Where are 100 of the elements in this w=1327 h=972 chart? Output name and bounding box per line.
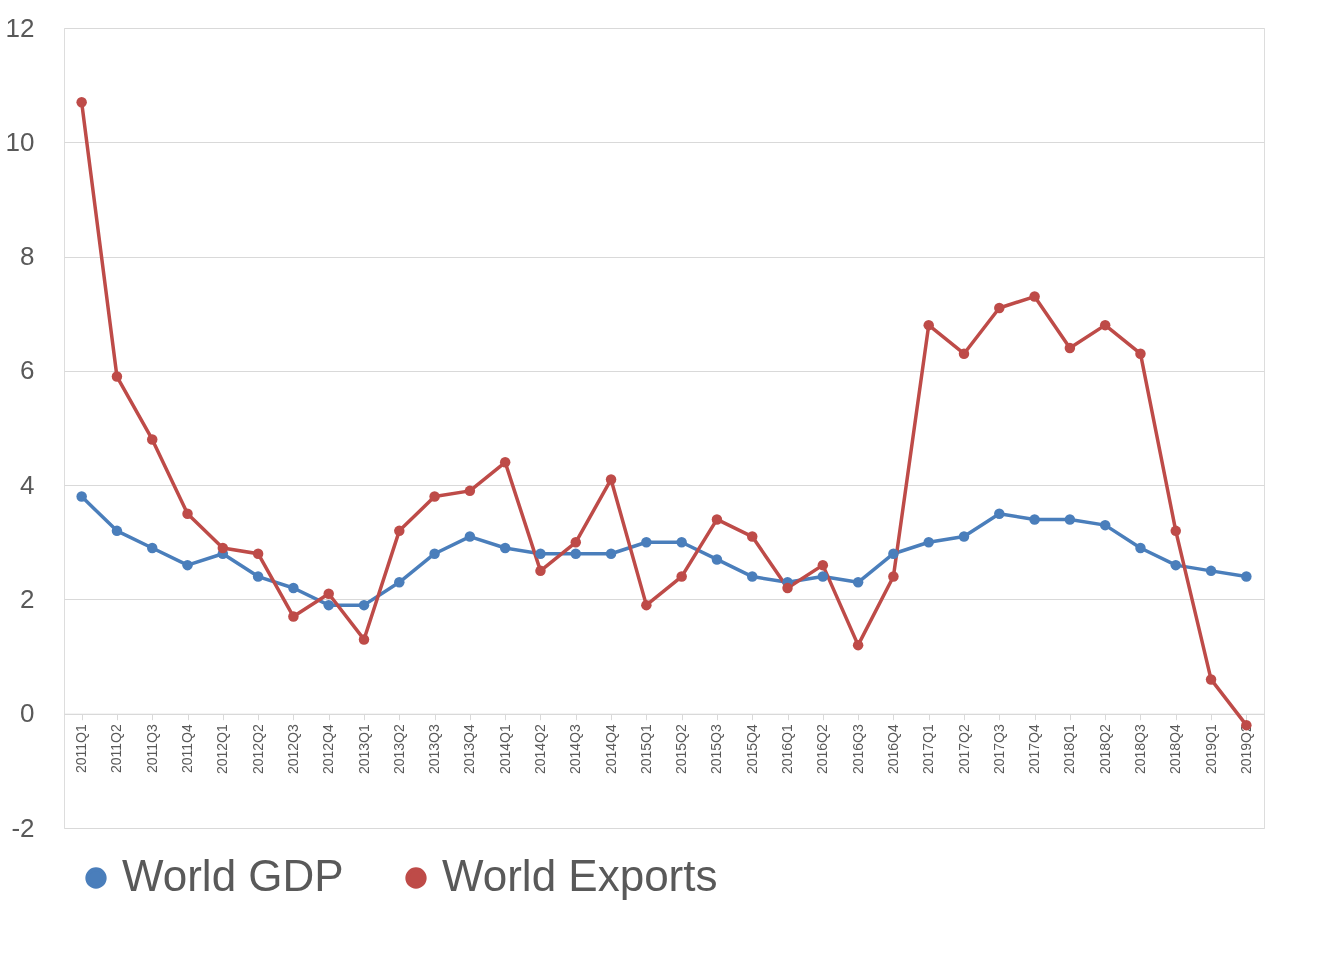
x-tick-label: 2014Q1 xyxy=(496,724,513,775)
point xyxy=(746,531,758,542)
point xyxy=(1135,348,1146,359)
x-tick-label: 2011Q4 xyxy=(179,724,196,773)
point xyxy=(1099,519,1111,531)
point xyxy=(182,559,193,571)
x-tick-label: 2014Q2 xyxy=(531,724,548,775)
x-tick-label: 2014Q3 xyxy=(567,724,584,775)
x-tick-label: 2012Q1 xyxy=(214,724,231,775)
point xyxy=(958,348,970,359)
x-tick-label: 2013Q4 xyxy=(461,724,478,775)
point xyxy=(429,548,440,559)
x-tick-label: 2015Q4 xyxy=(743,724,760,775)
point xyxy=(746,571,758,582)
point xyxy=(1064,514,1076,525)
point xyxy=(394,525,405,537)
y-tick-label: 0 xyxy=(20,698,35,729)
point xyxy=(817,559,829,571)
point xyxy=(1205,674,1217,685)
x-tick-label: 2014Q4 xyxy=(602,724,619,775)
point xyxy=(570,537,582,548)
point xyxy=(676,537,687,548)
point xyxy=(323,588,334,599)
point xyxy=(288,582,299,594)
point xyxy=(323,599,334,611)
point xyxy=(464,485,476,497)
point xyxy=(499,542,511,554)
point xyxy=(535,548,546,559)
point xyxy=(1064,342,1076,354)
point xyxy=(358,599,370,611)
x-tick-label: 2017Q4 xyxy=(1026,724,1043,775)
point xyxy=(888,571,899,582)
x-tick-label: 2012Q4 xyxy=(320,724,337,775)
point xyxy=(852,639,864,651)
point xyxy=(146,434,158,445)
x-tick-label: 2017Q1 xyxy=(920,724,937,775)
point xyxy=(1170,559,1182,571)
point xyxy=(252,571,264,582)
point xyxy=(994,508,1005,519)
x-tick-label: 2011Q3 xyxy=(143,724,160,773)
y-tick-label: 8 xyxy=(20,241,35,272)
x-tick-label: 2018Q4 xyxy=(1167,724,1184,775)
y-tick-label: 12 xyxy=(5,12,35,43)
y-tick-label: -2 xyxy=(11,812,35,843)
point xyxy=(1135,542,1146,554)
y-tick-label: 2 xyxy=(20,583,35,614)
point xyxy=(1241,571,1252,582)
point xyxy=(1099,319,1111,331)
point xyxy=(358,634,370,645)
x-tick-label: 2019Q1 xyxy=(1202,724,1219,775)
point xyxy=(182,508,193,519)
y-tick-label: 10 xyxy=(5,126,35,157)
point xyxy=(923,319,934,331)
point xyxy=(570,548,582,559)
point xyxy=(605,548,617,559)
legend-label: World Exports xyxy=(442,851,718,900)
point xyxy=(1029,291,1040,302)
point xyxy=(605,474,617,485)
point xyxy=(76,97,87,108)
point xyxy=(994,302,1005,314)
point xyxy=(252,548,264,559)
x-tick-label: 2018Q3 xyxy=(1131,724,1148,775)
point xyxy=(852,577,864,588)
x-tick-label: 2018Q2 xyxy=(1096,724,1113,775)
x-tick-label: 2016Q2 xyxy=(814,724,831,775)
point xyxy=(641,599,652,611)
x-tick-label: 2011Q1 xyxy=(73,724,90,773)
point xyxy=(111,371,123,382)
x-tick-label: 2011Q2 xyxy=(108,724,125,773)
x-tick-label: 2016Q1 xyxy=(779,724,796,775)
point xyxy=(76,491,87,502)
x-tick-label: 2017Q2 xyxy=(955,724,972,775)
x-tick-label: 2013Q1 xyxy=(355,724,372,775)
x-tick-label: 2018Q1 xyxy=(1061,724,1078,775)
x-tick-label: 2015Q2 xyxy=(673,724,690,775)
point xyxy=(288,611,299,622)
point xyxy=(394,577,405,588)
x-tick-label: 2013Q2 xyxy=(390,724,407,775)
point xyxy=(641,537,652,548)
point xyxy=(711,554,723,565)
point xyxy=(958,531,970,542)
x-tick-label: 2013Q3 xyxy=(426,724,443,775)
point xyxy=(1170,525,1182,537)
point xyxy=(711,514,723,525)
point xyxy=(429,491,440,502)
point xyxy=(217,542,229,554)
x-tick-label: 2012Q3 xyxy=(284,724,301,775)
point xyxy=(146,542,158,554)
point xyxy=(499,457,511,468)
x-tick-label: 2012Q2 xyxy=(249,724,266,775)
y-tick-label: 6 xyxy=(20,355,35,386)
point xyxy=(782,582,793,594)
legend-label: World GDP xyxy=(122,851,344,900)
point xyxy=(111,525,123,537)
point xyxy=(676,571,687,582)
point xyxy=(817,571,829,582)
point xyxy=(464,531,476,542)
x-tick-label: 2015Q3 xyxy=(708,724,725,775)
point xyxy=(1205,565,1217,577)
point xyxy=(888,548,899,559)
